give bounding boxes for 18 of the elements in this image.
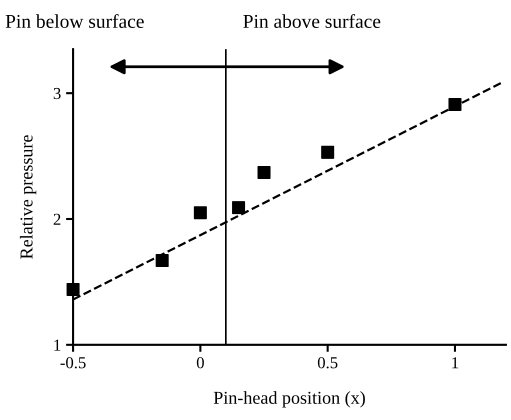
- x-tick-label: 0.5: [318, 357, 338, 368]
- y-tick-label: 1: [54, 340, 60, 351]
- point: [232, 201, 246, 214]
- x-tick-label: 0: [196, 357, 204, 368]
- x-tick-label: -0.5: [60, 357, 86, 368]
- point: [258, 166, 271, 179]
- text: Pin above surface: [243, 14, 380, 28]
- point: [448, 98, 462, 112]
- point: [156, 254, 169, 268]
- x-tick-label: 1: [452, 357, 458, 368]
- y-axis-title: Relative pressure: [20, 135, 36, 259]
- y-tick-label: 3: [54, 88, 61, 100]
- point: [194, 206, 207, 220]
- x-axis-title: Pin-head position (x): [214, 391, 365, 408]
- y-tick-label: 2: [54, 214, 60, 225]
- text: Pin below surface: [6, 14, 144, 28]
- point: [321, 146, 334, 159]
- point: [66, 282, 80, 296]
